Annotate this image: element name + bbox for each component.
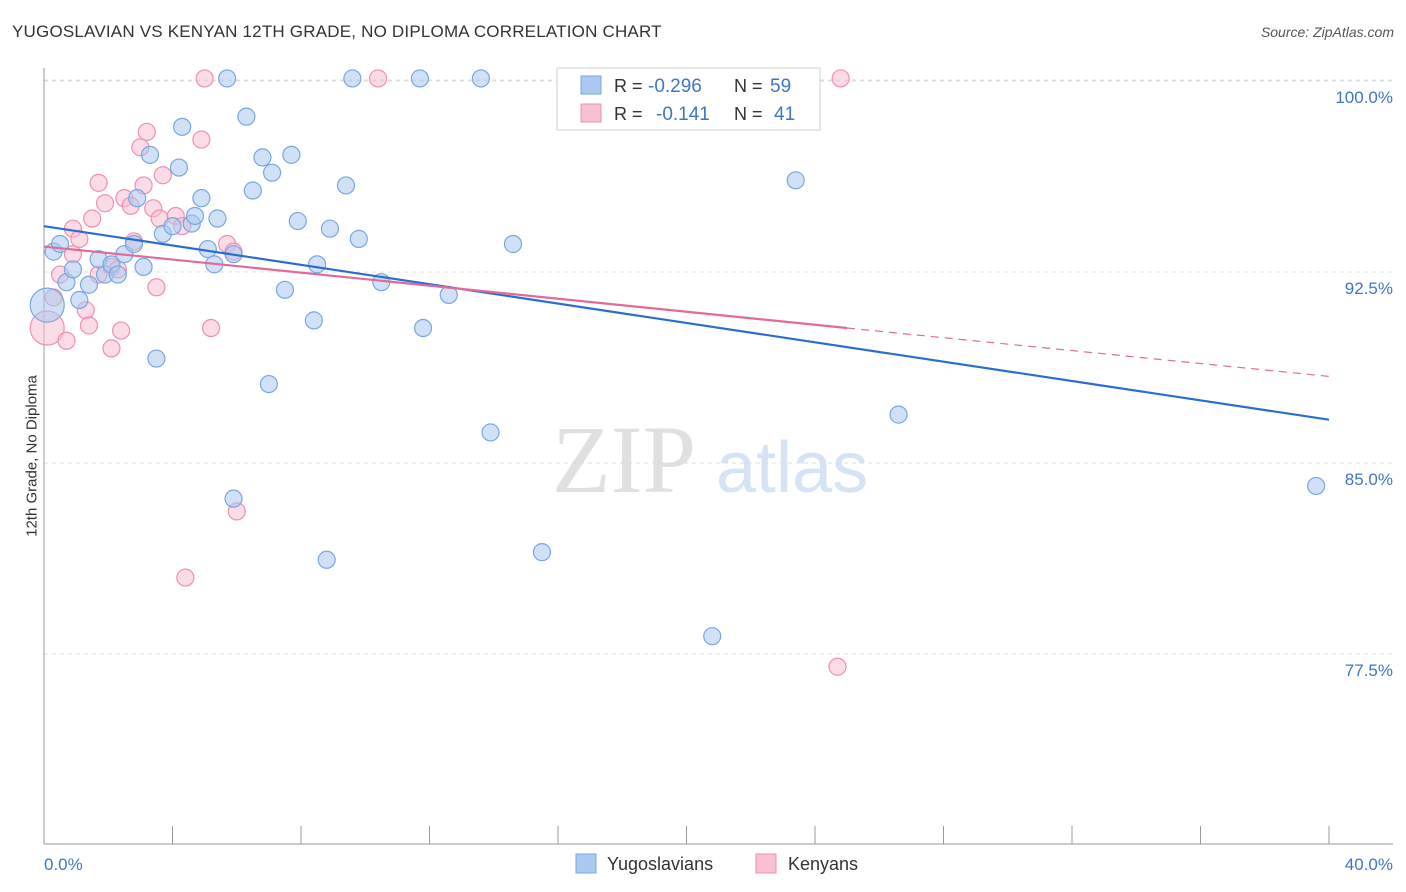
bottom-legend-swatch-yugoslavians <box>575 853 597 874</box>
yugoslavians-point-30 <box>237 107 256 126</box>
kenyans-point-30 <box>192 130 211 149</box>
yugoslavians-point-5 <box>70 290 89 310</box>
yugoslavians-point-23 <box>192 189 211 208</box>
kenyans-trend-line-extrapolated <box>847 327 1330 378</box>
y-tick-label-0: 77.5% <box>1345 661 1393 680</box>
kenyans-point-3 <box>57 331 76 350</box>
yugoslavians-trend-line <box>43 225 1330 421</box>
yugoslavians-point-41 <box>317 550 336 569</box>
legend-r-value-1: -0.296 <box>648 76 702 97</box>
legend-r-value-2: -0.141 <box>656 104 710 125</box>
yugoslavians-point-32 <box>253 148 272 167</box>
grid-lines <box>44 79 1393 655</box>
yugoslavians-point-20 <box>173 117 192 136</box>
yugoslavians-point-33 <box>259 374 278 394</box>
chart-title: YUGOSLAVIAN VS KENYAN 12TH GRADE, NO DIP… <box>12 22 662 41</box>
yugoslavians-point-19 <box>169 158 189 177</box>
legend-swatch-pink <box>580 103 602 123</box>
yugoslavians-point-54 <box>786 171 805 190</box>
kenyans-point-29 <box>176 568 195 587</box>
yugoslavians-point-10 <box>108 265 127 284</box>
yugoslavians-point-53 <box>703 627 722 646</box>
yugoslavians-point-44 <box>349 229 368 248</box>
yugoslavians-point-34 <box>262 163 282 182</box>
axes <box>43 68 1393 845</box>
kenyans-point-16 <box>111 321 131 340</box>
kenyans-point-26 <box>153 166 172 185</box>
kenyans-point-14 <box>102 339 121 358</box>
yugoslavians-point-50 <box>481 423 500 442</box>
yugoslavians-point-35 <box>275 280 295 299</box>
watermark-atlas: atlas <box>716 428 868 508</box>
yugoslavians-point-38 <box>304 311 323 330</box>
yugoslavians-point-15 <box>140 145 160 164</box>
kenyans-point-24 <box>147 278 166 297</box>
yugoslavians-point-47 <box>413 318 433 338</box>
yugoslavians-point-42 <box>336 176 356 195</box>
bottom-legend-label-yugoslavians: Yugoslavians <box>607 854 713 874</box>
trend-lines <box>43 225 1330 421</box>
yugoslavians-point-14 <box>134 257 153 277</box>
kenyans-point-36 <box>369 69 388 88</box>
yugoslavians-point-36 <box>282 145 301 164</box>
yugoslavians-point-4 <box>63 260 83 279</box>
legend-box: R = -0.296 N = 59 R = -0.141 N = 41 <box>556 67 821 131</box>
yugoslavians-point-49 <box>471 69 490 88</box>
kenyans-point-31 <box>195 69 214 88</box>
yugoslavians-points <box>29 69 1326 646</box>
yugoslavians-point-31 <box>243 181 262 200</box>
bottom-legend: Yugoslavians Kenyans <box>575 853 858 874</box>
legend-n-value-1: 59 <box>770 76 791 97</box>
legend-swatch-blue <box>580 75 602 95</box>
kenyans-point-32 <box>201 318 221 338</box>
yugoslavians-point-27 <box>218 69 237 88</box>
yugoslavians-point-55 <box>889 405 908 424</box>
legend-n-label-1: N = <box>734 76 763 96</box>
yugoslavians-point-43 <box>343 69 362 88</box>
yugoslavians-point-13 <box>128 189 147 208</box>
y-tick-label-3: 100.0% <box>1335 88 1393 107</box>
yugoslavians-point-52 <box>532 543 552 562</box>
y-tick-labels: 77.5% 85.0% 92.5% 100.0% <box>1335 88 1393 680</box>
y-tick-label-2: 92.5% <box>1345 279 1393 298</box>
yugoslavians-point-16 <box>147 349 166 368</box>
y-tick-label-1: 85.0% <box>1345 470 1393 489</box>
yugoslavians-point-6 <box>79 275 99 294</box>
kenyans-point-22 <box>137 122 156 142</box>
yugoslavians-point-51 <box>503 234 523 254</box>
yugoslavians-point-56 <box>1307 476 1326 496</box>
yugoslavians-point-37 <box>288 211 307 231</box>
legend-n-label-2: N = <box>734 104 763 124</box>
kenyans-point-38 <box>828 657 847 676</box>
yugoslavians-point-46 <box>410 69 429 88</box>
chart-source: Source: ZipAtlas.com <box>1260 24 1394 40</box>
kenyans-point-11 <box>89 173 108 192</box>
kenyans-point-12 <box>95 194 115 213</box>
bottom-legend-label-kenyans: Kenyans <box>788 854 858 874</box>
kenyans-trend-line <box>43 245 848 330</box>
yugoslavians-point-2 <box>50 234 70 254</box>
x-tick-label-min: 0.0% <box>44 855 83 874</box>
x-tick-label-max: 40.0% <box>1345 855 1393 874</box>
legend-r-label-1: R = <box>614 76 643 96</box>
yugoslavians-point-39 <box>307 255 327 274</box>
legend-r-label-2: R = <box>614 104 643 124</box>
kenyans-point-37 <box>831 69 850 88</box>
bottom-legend-swatch-kenyans <box>755 853 777 874</box>
yugoslavians-point-22 <box>185 206 205 226</box>
watermark-zip: ZIP <box>552 406 696 513</box>
yugoslavians-point-40 <box>320 219 340 238</box>
legend-n-value-2: 41 <box>774 104 795 125</box>
yugoslavians-point-18 <box>163 217 182 236</box>
yugoslavians-point-0 <box>29 287 65 323</box>
kenyans-point-9 <box>83 209 102 228</box>
kenyans-point-8 <box>79 316 99 335</box>
yugoslavians-point-28 <box>224 489 243 508</box>
yugoslavians-point-26 <box>208 209 227 228</box>
